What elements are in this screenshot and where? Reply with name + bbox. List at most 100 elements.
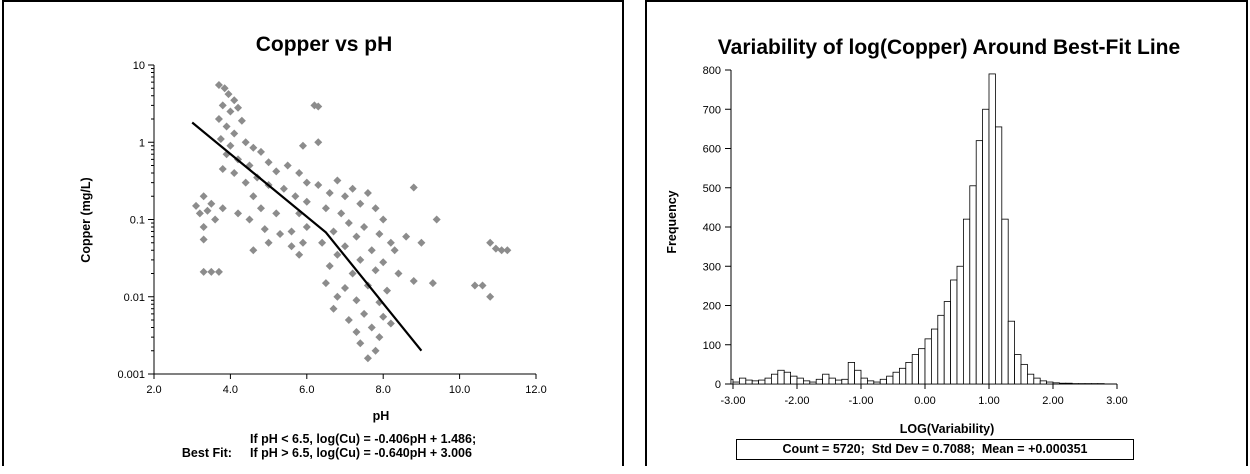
histogram-bar bbox=[771, 374, 777, 384]
x-tick-label: -2.00 bbox=[784, 395, 809, 407]
scatter-point bbox=[219, 204, 227, 212]
scatter-point bbox=[479, 281, 487, 289]
histogram-bar bbox=[1027, 374, 1033, 384]
x-tick-label: 1.00 bbox=[978, 395, 999, 407]
scatter-point bbox=[379, 313, 387, 321]
histogram-bar bbox=[1059, 383, 1065, 384]
scatter-point bbox=[238, 117, 246, 125]
scatter-point bbox=[295, 251, 303, 259]
scatter-point bbox=[261, 225, 269, 233]
scatter-point bbox=[379, 258, 387, 266]
histogram-bar bbox=[887, 376, 893, 384]
scatter-point bbox=[394, 269, 402, 277]
histogram-bar bbox=[874, 382, 880, 384]
scatter-point bbox=[200, 192, 208, 200]
scatter-point bbox=[360, 310, 368, 318]
histogram-bar bbox=[983, 109, 989, 384]
scatter-point bbox=[417, 239, 425, 247]
scatter-point bbox=[383, 287, 391, 295]
scatter-point bbox=[375, 230, 383, 238]
histogram-bar bbox=[951, 280, 957, 384]
scatter-point bbox=[200, 268, 208, 276]
histogram-bar bbox=[944, 302, 950, 384]
scatter-point bbox=[224, 90, 232, 98]
histogram-bar bbox=[765, 378, 771, 384]
histogram-bar bbox=[1021, 364, 1027, 384]
scatter-point bbox=[341, 242, 349, 250]
scatter-point bbox=[219, 165, 227, 173]
histogram-bar bbox=[752, 381, 758, 384]
scatter-point bbox=[368, 246, 376, 254]
scatter-point bbox=[345, 316, 353, 324]
scatter-point bbox=[226, 108, 234, 116]
scatter-point bbox=[249, 144, 257, 152]
scatter-point bbox=[372, 266, 380, 274]
x-tick-label: 3.00 bbox=[1106, 395, 1127, 407]
scatter-point bbox=[352, 233, 360, 241]
y-tick-label: 1 bbox=[139, 137, 145, 149]
histogram-bar bbox=[855, 370, 861, 384]
scatter-point bbox=[471, 281, 479, 289]
fit-label-text: Best Fit: bbox=[182, 446, 232, 460]
histogram-bar bbox=[899, 368, 905, 384]
y-tick-label: 0.1 bbox=[130, 215, 145, 227]
scatter-point bbox=[387, 320, 395, 328]
histogram-bar bbox=[995, 127, 1001, 384]
fit-label: Best Fit: bbox=[168, 432, 232, 474]
histogram-bar bbox=[803, 381, 809, 384]
scatter-point bbox=[326, 262, 334, 270]
scatter-point bbox=[387, 239, 395, 247]
y-tick-label: 500 bbox=[703, 183, 721, 195]
scatter-point bbox=[486, 239, 494, 247]
scatter-point bbox=[272, 167, 280, 175]
scatter-point bbox=[322, 204, 330, 212]
histogram-bar bbox=[784, 372, 790, 384]
scatter-point bbox=[333, 251, 341, 259]
scatter-point bbox=[433, 216, 441, 224]
histogram-bar bbox=[823, 374, 829, 384]
x-tick-label: 4.0 bbox=[223, 384, 238, 396]
scatter-point bbox=[284, 162, 292, 170]
x-tick-label: -1.00 bbox=[848, 395, 873, 407]
scatter-point bbox=[280, 185, 288, 193]
scatter-point bbox=[352, 296, 360, 304]
scatter-point bbox=[230, 129, 238, 137]
scatter-point bbox=[372, 347, 380, 355]
scatter-point bbox=[303, 198, 311, 206]
fit-equation-1: If pH < 6.5, log(Cu) = -0.406pH + 1.486; bbox=[250, 432, 476, 446]
scatter-point bbox=[333, 176, 341, 184]
scatter-point bbox=[349, 185, 357, 193]
scatter-point bbox=[215, 115, 223, 123]
scatter-point bbox=[234, 104, 242, 112]
scatter-point bbox=[429, 279, 437, 287]
scatter-point bbox=[249, 246, 257, 254]
histogram-bar bbox=[791, 376, 797, 384]
histogram-bar bbox=[931, 329, 937, 384]
y-tick-label: 0 bbox=[715, 379, 721, 391]
histogram-bar bbox=[1002, 219, 1008, 384]
y-tick-label: 800 bbox=[703, 65, 721, 77]
x-tick-label: -3.00 bbox=[720, 395, 745, 407]
x-tick-label: 8.0 bbox=[376, 384, 391, 396]
y-axis-label: Frequency bbox=[665, 190, 679, 253]
scatter-point bbox=[246, 216, 254, 224]
scatter-point bbox=[223, 122, 231, 130]
y-tick-label: 300 bbox=[703, 261, 721, 273]
scatter-point bbox=[203, 207, 211, 215]
histogram-bar bbox=[970, 186, 976, 384]
x-tick-label: 0.00 bbox=[914, 395, 935, 407]
histogram-bar bbox=[810, 382, 816, 384]
scatter-point bbox=[196, 209, 204, 217]
scatter-point bbox=[295, 169, 303, 177]
scatter-point bbox=[226, 142, 234, 150]
histogram-bar bbox=[1015, 355, 1021, 384]
scatter-point bbox=[314, 138, 322, 146]
scatter-point bbox=[318, 239, 326, 247]
scatter-point bbox=[276, 230, 284, 238]
scatter-point bbox=[364, 354, 372, 362]
y-tick-label: 400 bbox=[703, 222, 721, 234]
scatter-point bbox=[265, 158, 273, 166]
histogram-bar bbox=[912, 355, 918, 384]
scatter-point bbox=[391, 246, 399, 254]
